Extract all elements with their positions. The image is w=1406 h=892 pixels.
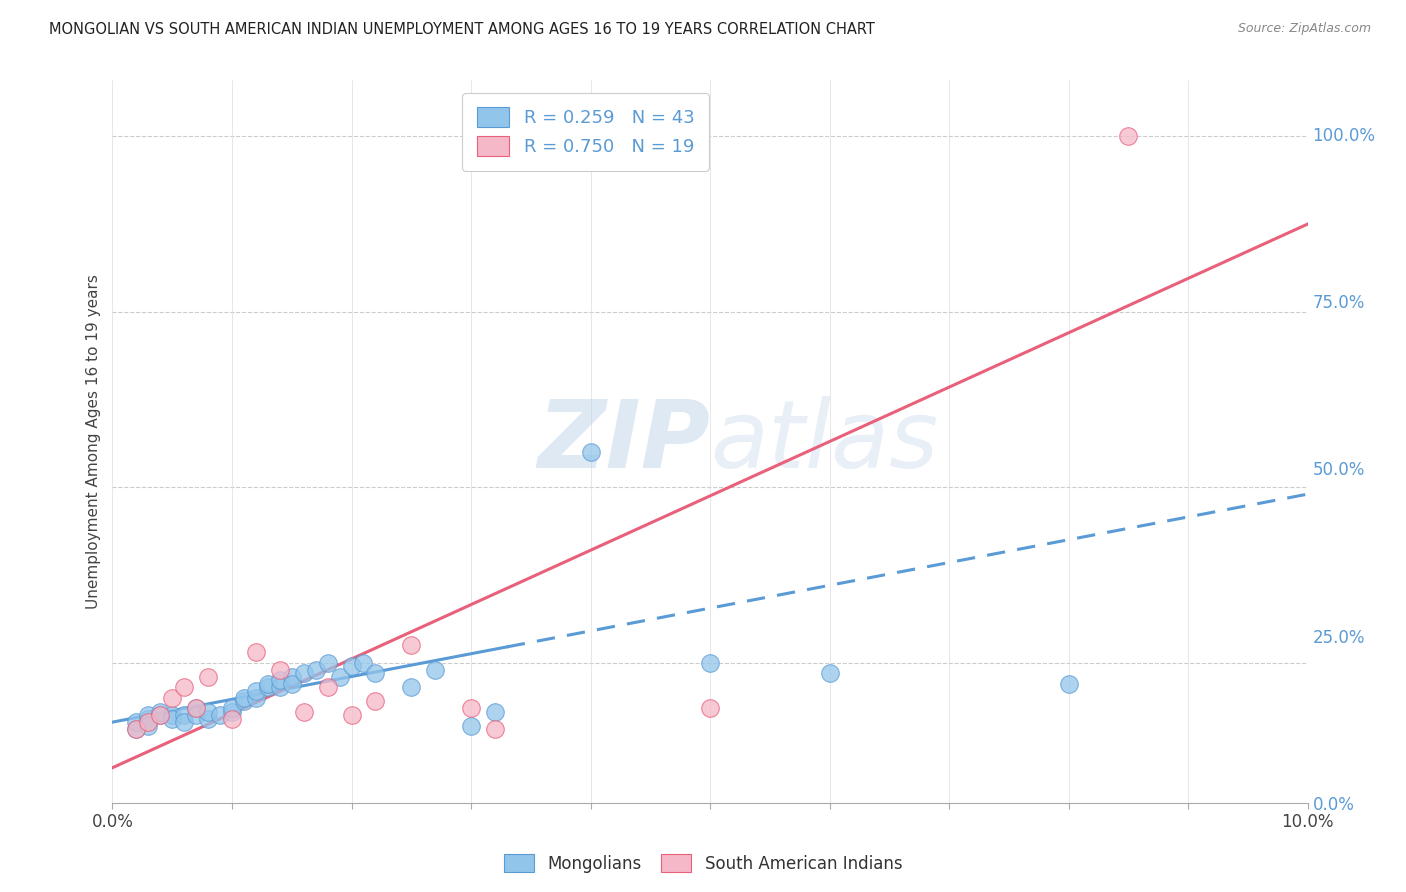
Point bbox=[209, 708, 232, 723]
Point bbox=[149, 708, 172, 723]
Point bbox=[197, 669, 219, 683]
Point bbox=[221, 701, 243, 715]
Y-axis label: Unemployment Among Ages 16 to 19 years: Unemployment Among Ages 16 to 19 years bbox=[86, 274, 101, 609]
Point bbox=[162, 690, 183, 705]
Point bbox=[245, 690, 267, 705]
Point bbox=[186, 701, 208, 715]
Point bbox=[340, 659, 363, 673]
Point bbox=[162, 712, 183, 726]
Text: Source: ZipAtlas.com: Source: ZipAtlas.com bbox=[1237, 22, 1371, 36]
Point bbox=[1118, 129, 1140, 144]
Point bbox=[221, 712, 243, 726]
Point bbox=[579, 445, 602, 459]
Point bbox=[233, 690, 256, 705]
Point bbox=[353, 656, 375, 670]
Point bbox=[316, 656, 339, 670]
Point bbox=[292, 705, 315, 719]
Text: MONGOLIAN VS SOUTH AMERICAN INDIAN UNEMPLOYMENT AMONG AGES 16 TO 19 YEARS CORREL: MONGOLIAN VS SOUTH AMERICAN INDIAN UNEMP… bbox=[49, 22, 875, 37]
Point bbox=[125, 722, 148, 736]
Point bbox=[1057, 676, 1080, 690]
Point bbox=[257, 676, 280, 690]
Text: atlas: atlas bbox=[710, 396, 938, 487]
Point bbox=[197, 712, 219, 726]
Point bbox=[138, 715, 160, 730]
Point bbox=[364, 694, 387, 708]
Point bbox=[425, 663, 447, 677]
Point bbox=[173, 708, 195, 723]
Point bbox=[269, 673, 291, 687]
Point bbox=[197, 705, 219, 719]
Point bbox=[281, 669, 304, 683]
Legend: Mongolians, South American Indians: Mongolians, South American Indians bbox=[498, 847, 908, 880]
Point bbox=[316, 680, 339, 694]
Point bbox=[484, 722, 506, 736]
Point bbox=[149, 708, 172, 723]
Point bbox=[125, 722, 148, 736]
Point bbox=[186, 708, 208, 723]
Point bbox=[269, 663, 291, 677]
Point bbox=[149, 705, 172, 719]
Point bbox=[173, 680, 195, 694]
Point bbox=[484, 705, 506, 719]
Point bbox=[401, 638, 423, 652]
Point bbox=[340, 708, 363, 723]
Point bbox=[401, 680, 423, 694]
Point bbox=[329, 669, 352, 683]
Point bbox=[138, 708, 160, 723]
Point bbox=[305, 663, 328, 677]
Text: ZIP: ZIP bbox=[537, 395, 710, 488]
Point bbox=[460, 701, 482, 715]
Legend: R = 0.259   N = 43, R = 0.750   N = 19: R = 0.259 N = 43, R = 0.750 N = 19 bbox=[463, 93, 709, 170]
Point bbox=[233, 694, 256, 708]
Point bbox=[221, 705, 243, 719]
Point bbox=[460, 718, 482, 732]
Point bbox=[364, 666, 387, 681]
Point bbox=[292, 666, 315, 681]
Point bbox=[138, 712, 160, 726]
Point bbox=[138, 718, 160, 732]
Point bbox=[162, 708, 183, 723]
Point bbox=[818, 666, 841, 681]
Point bbox=[245, 683, 267, 698]
Point bbox=[245, 645, 267, 659]
Point bbox=[269, 680, 291, 694]
Point bbox=[281, 676, 304, 690]
Point bbox=[257, 680, 280, 694]
Point bbox=[125, 715, 148, 730]
Point bbox=[173, 715, 195, 730]
Point bbox=[699, 701, 721, 715]
Point bbox=[186, 701, 208, 715]
Point bbox=[699, 656, 721, 670]
